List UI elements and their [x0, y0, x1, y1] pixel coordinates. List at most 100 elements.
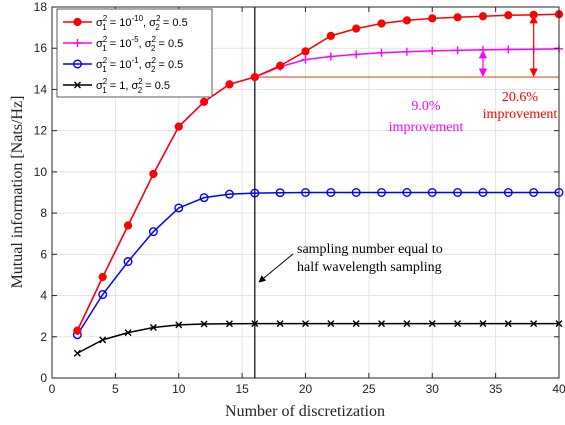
legend: σ2 1 = 10-10, σ2 2 = 0.5 σ2 1 = 10-5, σ2 2 = …	[56, 8, 213, 98]
series-point-3	[403, 320, 411, 328]
series-line-0	[76, 13, 560, 331]
x-tick-label: 5	[112, 382, 119, 396]
series-point-1	[377, 48, 386, 57]
y-tick-label: 12	[34, 124, 48, 138]
series-point-3	[352, 320, 360, 328]
series-point-2	[377, 187, 387, 197]
series-point-2	[503, 187, 513, 197]
x-tick-label: 40	[552, 382, 565, 396]
y-tick-label: 2	[40, 330, 47, 344]
series-point-0	[98, 272, 107, 282]
series-point-2	[402, 187, 412, 197]
series-point-0	[478, 12, 488, 21]
series-point-3	[276, 320, 284, 328]
y-tick-label: 18	[34, 0, 48, 14]
series-point-2	[148, 227, 158, 237]
series-point-3	[378, 320, 386, 328]
legend-entry-label: σ2 1 = 10-1, σ2 2 = 0.5	[96, 56, 183, 74]
series-point-1	[504, 45, 513, 54]
series-point-2	[453, 187, 463, 197]
series-point-3	[73, 349, 81, 357]
x-tick-label: 0	[49, 382, 56, 396]
series-point-0	[149, 169, 158, 179]
series-point-2	[427, 187, 437, 197]
series-point-3	[479, 320, 487, 328]
y-tick-label: 6	[40, 247, 47, 261]
series-point-0	[377, 19, 386, 28]
series-point-2	[174, 203, 184, 213]
series-markers	[72, 10, 564, 357]
series-point-3	[327, 320, 335, 328]
improvement-magenta-word: improvement	[389, 120, 464, 135]
series-point-1	[301, 55, 310, 64]
series-point-2	[529, 187, 539, 197]
y-axis-title: Mutual information [Nats/Hz]	[9, 96, 26, 289]
series-point-3	[175, 321, 183, 329]
series-point-0	[200, 97, 209, 106]
series-point-0	[225, 80, 234, 89]
sampling-annotation-line1: sampling number equal to	[297, 242, 443, 257]
x-tick-label: 25	[362, 382, 376, 396]
legend-box	[56, 8, 213, 98]
legend-entry-label: σ2 1 = 1, σ2 2 = 0.5	[96, 77, 170, 95]
series-point-3	[225, 320, 233, 328]
series-point-3	[251, 320, 259, 328]
series-point-3	[149, 324, 157, 331]
x-axis-title: Number of discretization	[225, 403, 385, 420]
series-point-3	[302, 320, 309, 328]
series-point-2	[351, 187, 361, 197]
series-point-0	[352, 24, 361, 33]
series-point-3	[200, 320, 208, 328]
series-point-0	[123, 221, 133, 230]
x-tick-label: 20	[299, 382, 313, 396]
x-tick-label: 10	[172, 382, 186, 396]
series-point-1	[453, 46, 462, 55]
improvement-magenta-pct: 9.0%	[411, 99, 441, 114]
y-tick-label: 0	[40, 371, 47, 385]
improvement-red-pct: 20.6%	[502, 90, 539, 105]
legend-entry-label: σ2 1 = 10-10, σ2 2 = 0.5	[96, 14, 188, 32]
y-tick-label: 4	[40, 289, 47, 303]
series-point-3	[530, 320, 538, 328]
series-point-1	[326, 52, 335, 61]
series-point-0	[402, 16, 411, 25]
series-point-2	[199, 193, 209, 203]
x-tick-label: 35	[489, 382, 503, 396]
series-point-2	[224, 189, 234, 199]
series-point-0	[73, 326, 82, 335]
series-point-2	[478, 187, 488, 197]
series-point-3	[99, 336, 107, 344]
sampling-annotation-arrow	[258, 253, 294, 283]
legend-swatch-marker	[74, 81, 81, 89]
series-point-2	[250, 188, 260, 198]
series-point-0	[326, 31, 335, 40]
legend-swatch-marker	[73, 39, 82, 47]
series-point-0	[174, 122, 183, 131]
series-point-2	[275, 188, 285, 198]
x-tick-label: 15	[235, 382, 249, 396]
y-tick-label: 14	[34, 82, 48, 96]
legend-swatch-marker	[72, 59, 82, 69]
series-point-2	[326, 187, 336, 197]
series-point-2	[301, 187, 311, 197]
legend-swatch-marker	[73, 17, 82, 27]
series-point-0	[504, 11, 513, 20]
series-line-3	[76, 322, 559, 354]
y-tick-label: 8	[40, 206, 47, 220]
y-tick-label: 10	[34, 165, 48, 179]
improvement-red-word: improvement	[483, 107, 558, 122]
series-point-0	[301, 47, 310, 56]
x-tick-label: 30	[426, 382, 440, 396]
tick-labels: 0 5 10 15 20 25 30 35 40 0 2 4 6 8 10 12 14 16 18	[34, 0, 565, 396]
sampling-annotation-line2: half wavelength sampling	[297, 260, 442, 275]
series-point-2	[98, 290, 108, 300]
axes	[51, 6, 560, 379]
series-point-1	[428, 46, 437, 55]
series-point-0	[250, 72, 259, 82]
series-point-0	[276, 61, 285, 70]
series-point-2	[123, 257, 133, 267]
legend-entry-label: σ2 1 = 10-5, σ2 2 = 0.5	[96, 35, 183, 53]
annotations: sampling number equal to half wavelength…	[258, 14, 558, 283]
series-point-1	[402, 47, 411, 56]
